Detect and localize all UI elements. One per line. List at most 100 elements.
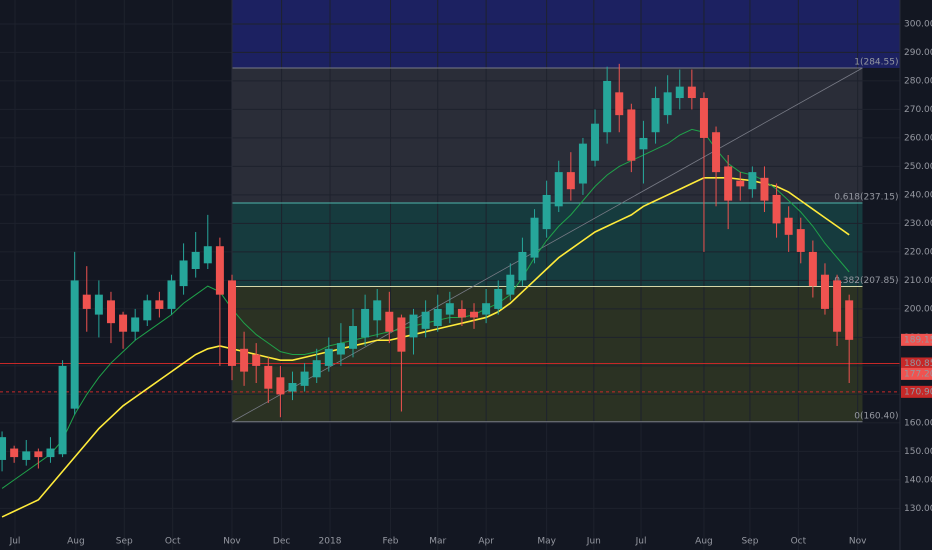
candle-body — [845, 300, 854, 340]
candle-body — [712, 132, 721, 173]
candle-body — [554, 172, 563, 207]
x-tick-label: Mar — [429, 537, 446, 547]
candle-body — [506, 274, 515, 295]
y-tick-label: 160.00 — [904, 418, 932, 428]
candle-body — [276, 377, 285, 395]
x-tick-label: Dec — [273, 537, 290, 547]
candle-body — [300, 371, 309, 386]
candle-body — [663, 92, 672, 116]
candle-body — [470, 311, 479, 318]
x-tick-label: Oct — [165, 537, 181, 547]
candle-body — [687, 86, 696, 99]
candle-body — [46, 448, 55, 458]
x-tick-label: Nov — [849, 537, 867, 547]
fib-level-label: 1(284.55) — [854, 57, 898, 67]
price-marker-box — [901, 333, 932, 346]
candle-body — [736, 180, 745, 187]
y-tick-label: 300.00 — [904, 19, 932, 29]
candle-body — [639, 137, 648, 150]
candle-body — [530, 217, 539, 258]
fib-level-label: 0.618(237.15) — [834, 193, 898, 203]
fib-level-label: 0(160.40) — [854, 411, 898, 421]
candle-body — [10, 448, 19, 458]
price-marker-label: 177.20 — [904, 369, 932, 379]
x-tick-label: Sep — [741, 537, 758, 547]
candle-body — [373, 300, 382, 321]
candle-body — [397, 317, 406, 352]
candle-body — [336, 343, 345, 355]
candle-body — [106, 300, 115, 324]
candle-body — [833, 280, 842, 332]
price-marker-label: 189.15 — [904, 335, 932, 345]
fib-trend-line — [231, 67, 863, 423]
x-tick-label: Jun — [586, 537, 601, 547]
candle-body — [784, 217, 793, 235]
x-tick-label: Aug — [695, 537, 713, 547]
candle-body — [34, 451, 43, 458]
candle-body — [627, 109, 636, 161]
y-tick-label: 260.00 — [904, 133, 932, 143]
candle-body — [22, 451, 31, 460]
y-tick-label: 230.00 — [904, 219, 932, 229]
candle-body — [131, 317, 140, 332]
candle-body — [615, 92, 624, 116]
price-label-box — [901, 357, 932, 370]
y-tick-label: 290.00 — [904, 48, 932, 58]
candle-body — [433, 308, 442, 327]
candle-body — [724, 166, 733, 201]
candle-body — [760, 177, 769, 201]
candle-body — [288, 383, 297, 392]
y-tick-label: 210.00 — [904, 276, 932, 286]
candle-body — [119, 314, 128, 332]
x-tick-label: Jul — [635, 537, 647, 547]
candle-body — [203, 246, 212, 264]
candle-body — [699, 98, 708, 138]
candle-body — [651, 98, 660, 133]
candle-body — [542, 194, 551, 230]
candle-body — [578, 143, 587, 184]
candle-body — [457, 308, 466, 318]
candle-body — [167, 280, 176, 309]
candle-body — [748, 172, 757, 190]
candle-body — [215, 246, 224, 295]
fib-zone — [231, 67, 863, 204]
candle-body — [179, 260, 188, 287]
y-tick-label: 250.00 — [904, 162, 932, 172]
price-marker-box — [901, 367, 932, 380]
x-tick-label: Sep — [116, 537, 133, 547]
y-tick-label: 220.00 — [904, 247, 932, 257]
x-tick-label: Aug — [67, 537, 85, 547]
candle-body — [494, 288, 503, 309]
candle-body — [58, 365, 67, 455]
candle-body — [0, 437, 7, 460]
candle-body — [94, 294, 103, 315]
candle-body — [518, 251, 527, 281]
candle-body — [421, 311, 430, 329]
candle-body — [191, 251, 200, 270]
candle-body — [603, 80, 612, 133]
candle-body — [820, 274, 829, 309]
candle-body — [772, 194, 781, 224]
candle-body — [70, 280, 79, 409]
x-tick-label: Feb — [383, 537, 399, 547]
x-tick-label: Jul — [9, 537, 21, 547]
price-axis-panel — [900, 0, 932, 550]
candle-body — [227, 280, 236, 366]
x-tick-label: Nov — [223, 537, 241, 547]
candle-body — [82, 294, 91, 309]
candle-body — [675, 86, 684, 99]
candle-body — [445, 303, 454, 315]
candle-body — [155, 300, 164, 309]
y-tick-label: 200.00 — [904, 304, 932, 314]
fib-zone — [231, 0, 900, 68]
candle-body — [143, 300, 152, 321]
candle-body — [361, 308, 370, 338]
candle-body — [312, 360, 321, 378]
y-tick-label: 150.00 — [904, 447, 932, 457]
x-tick-label: 2018 — [319, 537, 342, 547]
x-tick-label: Oct — [791, 537, 807, 547]
candle-body — [566, 172, 575, 190]
x-tick-label: May — [537, 537, 556, 547]
fib-level-label: 0.382(207.85) — [834, 276, 898, 286]
price-label-box — [901, 385, 932, 398]
